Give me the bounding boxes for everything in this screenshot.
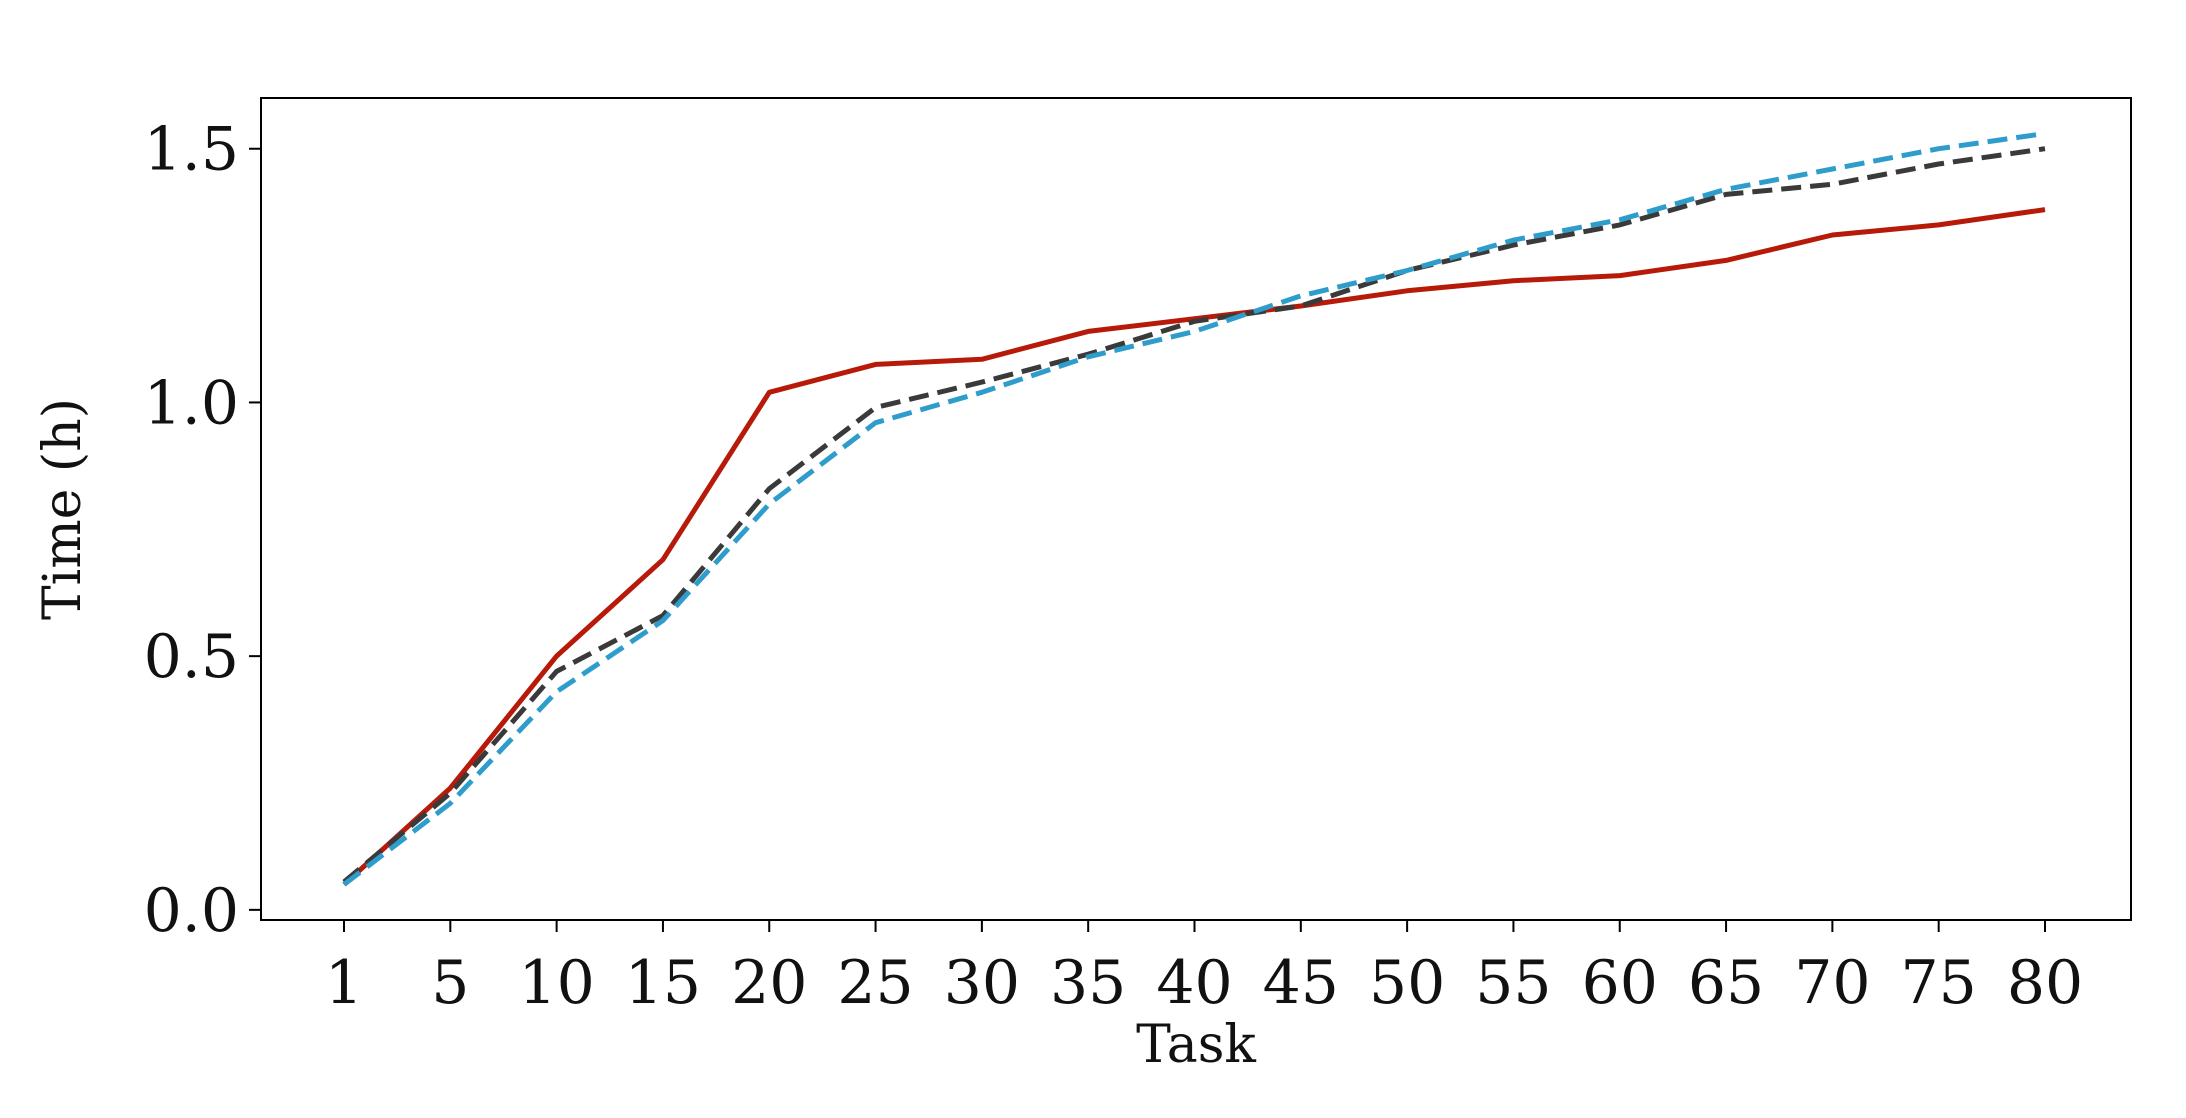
x-tick-label: 75 xyxy=(1901,948,1977,1018)
x-tick-label: 70 xyxy=(1794,948,1870,1018)
plot-area-frame xyxy=(260,97,2132,921)
x-tick-label: 30 xyxy=(944,948,1020,1018)
x-tick-label: 10 xyxy=(518,948,594,1018)
y-tick-label: 0.0 xyxy=(144,876,239,946)
y-tick-label: 0.5 xyxy=(144,622,239,692)
x-axis-ticks: 1 5 10 15 20 25 30 35 40 45 50 55 60 65 70 75 80 xyxy=(325,920,2083,1018)
x-tick-label: 1 xyxy=(325,948,363,1018)
x-tick-label: 5 xyxy=(431,948,469,1018)
x-tick-label: 15 xyxy=(625,948,701,1018)
y-axis-ticks: 0.0 0.5 1.0 1.5 xyxy=(144,115,261,946)
x-tick-label: 55 xyxy=(1475,948,1551,1018)
x-tick-label: 40 xyxy=(1156,948,1232,1018)
x-tick-label: 65 xyxy=(1688,948,1764,1018)
y-tick-label: 1.5 xyxy=(144,115,239,185)
x-axis-label: Task xyxy=(1136,1015,1256,1075)
y-axis-label: Time (h) xyxy=(33,398,93,620)
x-tick-label: 45 xyxy=(1263,948,1339,1018)
series-line-2 xyxy=(342,146,2046,884)
series-line-3 xyxy=(342,131,2046,887)
x-tick-label: 80 xyxy=(2007,948,2083,1018)
series-line-1 xyxy=(342,207,2046,887)
y-tick-label: 1.0 xyxy=(144,368,239,438)
x-tick-label: 60 xyxy=(1582,948,1658,1018)
x-tick-label: 35 xyxy=(1050,948,1126,1018)
series-layer xyxy=(342,131,2046,887)
x-tick-label: 50 xyxy=(1369,948,1445,1018)
x-tick-label: 25 xyxy=(837,948,913,1018)
x-tick-label: 20 xyxy=(731,948,807,1018)
